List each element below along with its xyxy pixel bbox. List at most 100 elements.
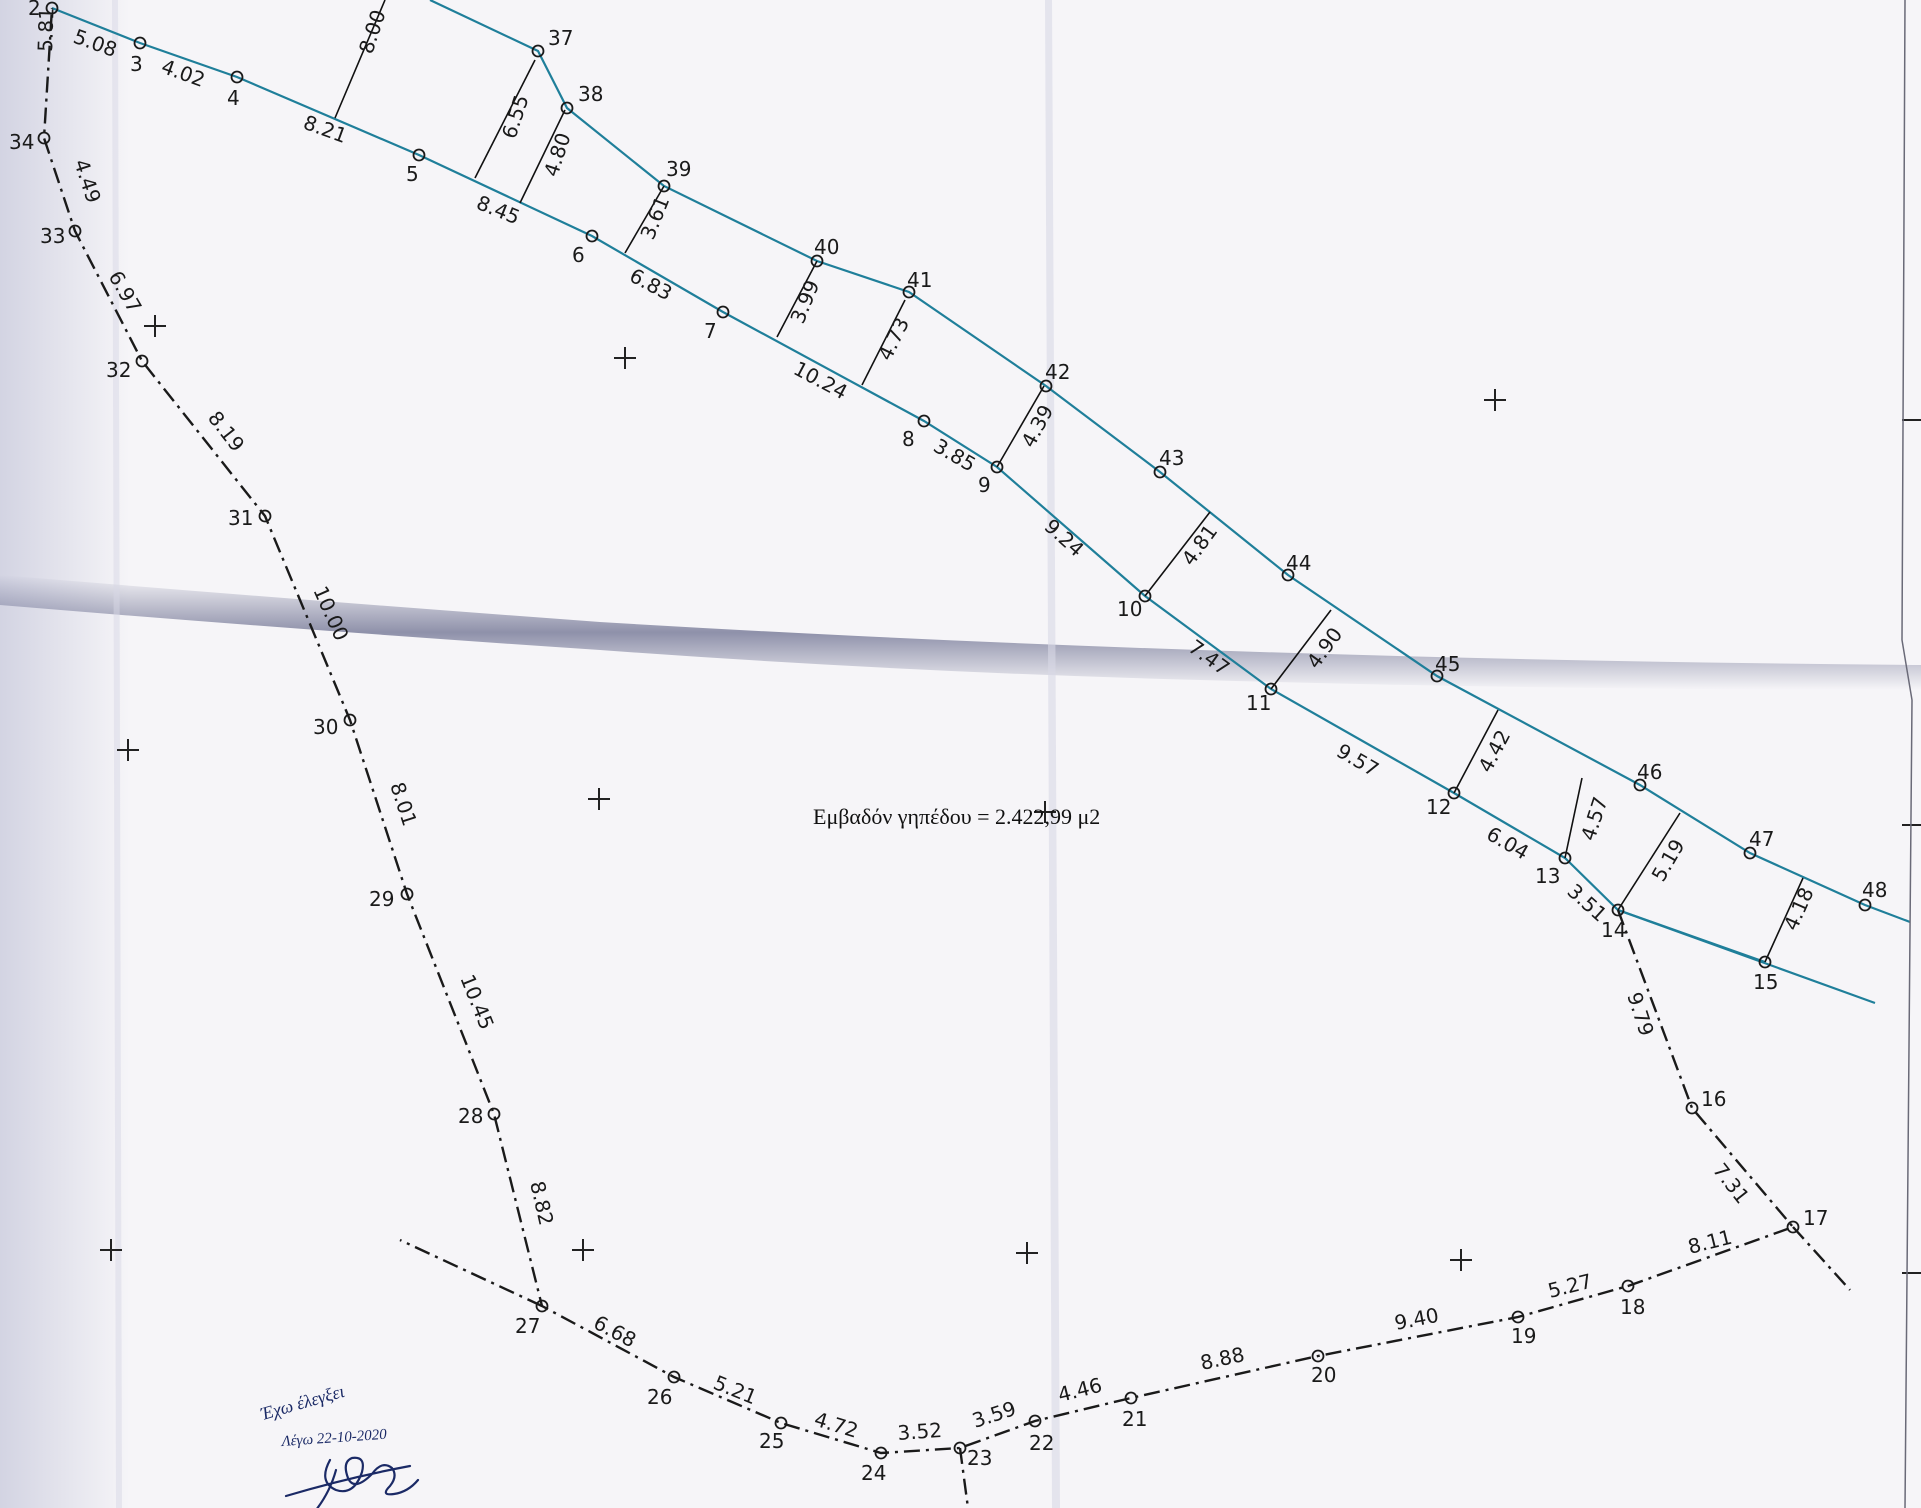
point-marker-3 (133, 36, 147, 50)
point-marker-23 (953, 1441, 967, 1455)
point-marker-5 (412, 148, 426, 162)
point-label-8: 8 (902, 427, 915, 451)
point-marker-15 (1758, 955, 1772, 969)
point-marker-2 (45, 1, 59, 15)
point-marker-44 (1281, 568, 1295, 582)
boundary-extension-southeast (1792, 1226, 1851, 1291)
distance-label-34-2: 5.81 (33, 7, 59, 52)
point-marker-12 (1447, 786, 1461, 800)
point-label-43: 43 (1159, 446, 1184, 470)
boundary-extension-northwest (399, 1238, 543, 1308)
point-marker-25 (774, 1416, 788, 1430)
point-marker-10 (1138, 589, 1152, 603)
point-marker-14 (1611, 903, 1625, 917)
point-label-27: 27 (515, 1314, 540, 1338)
point-marker-46 (1633, 778, 1647, 792)
left-edge-shade (0, 0, 130, 1508)
horizontal-fold-crease (0, 575, 1921, 690)
road-width-ticks (334, 0, 1804, 963)
point-label-38: 38 (578, 82, 603, 106)
point-label-10: 10 (1117, 597, 1142, 621)
point-marker-9 (990, 460, 1004, 474)
page-right-edge (1901, 0, 1913, 1508)
point-label-41: 41 (907, 268, 932, 292)
point-label-31: 31 (228, 506, 253, 530)
point-label-25: 25 (759, 1429, 784, 1453)
point-marker-16 (1685, 1101, 1699, 1115)
point-marker-43 (1153, 465, 1167, 479)
point-label-7: 7 (704, 319, 717, 343)
point-label-16: 16 (1701, 1087, 1726, 1111)
point-label-34: 34 (9, 130, 34, 154)
point-label-33: 33 (40, 224, 65, 248)
point-marker-39 (657, 179, 671, 193)
point-label-4: 4 (227, 86, 240, 110)
point-marker-22 (1028, 1414, 1042, 1428)
point-label-46: 46 (1637, 760, 1662, 784)
point-label-6: 6 (572, 243, 585, 267)
point-label-29: 29 (369, 887, 394, 911)
vertical-fold-crease (1045, 0, 1060, 1508)
point-label-40: 40 (814, 235, 839, 259)
point-labels: 2 3 4 5 6 7 8 9 10 11 12 13 14 15 16 17 … (9, 0, 1887, 1485)
point-label-26: 26 (647, 1385, 672, 1409)
point-marker-38 (560, 101, 574, 115)
point-label-37: 37 (548, 26, 573, 50)
point-marker-47 (1743, 846, 1757, 860)
point-label-48: 48 (1862, 878, 1887, 902)
point-label-22: 22 (1029, 1431, 1054, 1455)
point-markers (37, 1, 1872, 1460)
point-marker-48 (1858, 898, 1872, 912)
point-marker-6 (585, 229, 599, 243)
point-label-20: 20 (1311, 1363, 1336, 1387)
point-label-47: 47 (1749, 827, 1774, 851)
point-marker-42 (1039, 379, 1053, 393)
point-label-44: 44 (1286, 551, 1311, 575)
point-marker-7 (716, 305, 730, 319)
point-label-13: 13 (1535, 864, 1560, 888)
point-marker-28 (487, 1107, 501, 1121)
point-marker-21 (1124, 1391, 1138, 1405)
signature-scribble (284, 1456, 420, 1508)
distance-label-23-24: 3.52 (897, 1418, 943, 1445)
point-marker-20 (1311, 1349, 1325, 1363)
road-edge-14-15 (1617, 908, 1766, 964)
road-lines (51, 0, 1911, 1005)
road-upper-edge (429, 0, 1911, 924)
point-label-28: 28 (458, 1104, 483, 1128)
point-marker-29 (400, 887, 414, 901)
point-label-17: 17 (1803, 1206, 1828, 1230)
point-label-5: 5 (406, 162, 419, 186)
point-label-30: 30 (313, 715, 338, 739)
point-marker-40 (810, 254, 824, 268)
point-marker-37 (531, 44, 545, 58)
point-label-32: 32 (106, 358, 131, 382)
signature-line-2: Λέγω 22-10-2020 (279, 1427, 388, 1450)
point-marker-4 (230, 70, 244, 84)
boundary-extension-south (958, 1447, 970, 1508)
vertical-fold-crease-left (112, 0, 122, 1508)
point-marker-41 (902, 285, 916, 299)
point-label-19: 19 (1511, 1324, 1536, 1348)
point-marker-33 (68, 224, 82, 238)
point-label-11: 11 (1246, 691, 1271, 715)
point-marker-19 (1511, 1310, 1525, 1324)
plot-area-label: Εμβαδόν γηπέδου = 2.422,99 μ2 (813, 804, 1100, 829)
point-label-2: 2 (28, 0, 41, 20)
point-marker-11 (1264, 682, 1278, 696)
point-marker-32 (135, 354, 149, 368)
point-label-3: 3 (130, 52, 143, 76)
point-marker-27 (535, 1299, 549, 1313)
point-label-14: 14 (1601, 918, 1626, 942)
point-label-9: 9 (978, 473, 991, 497)
point-marker-8 (917, 414, 931, 428)
point-label-39: 39 (666, 157, 691, 181)
property-boundary (42, 7, 1851, 1508)
point-marker-34 (37, 131, 51, 145)
point-marker-26 (667, 1370, 681, 1384)
point-marker-31 (258, 509, 272, 523)
point-marker-17 (1786, 1220, 1800, 1234)
point-marker-45 (1430, 669, 1444, 683)
